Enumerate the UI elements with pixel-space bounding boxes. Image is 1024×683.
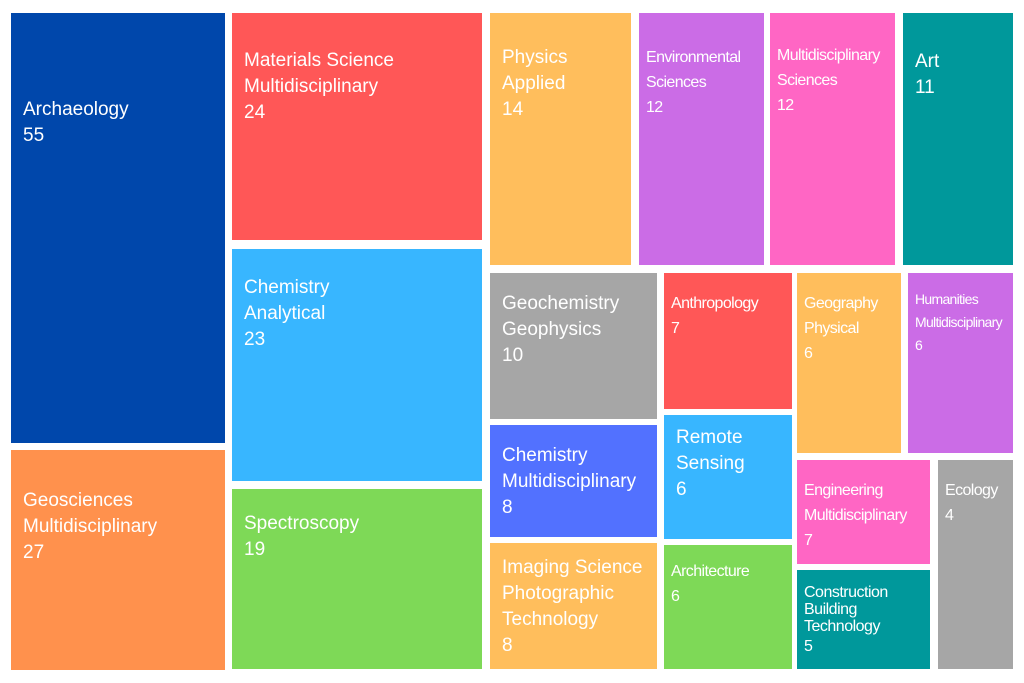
tile-value: 6 xyxy=(915,337,923,353)
tile-category-text: Physical xyxy=(804,320,859,337)
tile-label: Multidisciplinary Sciences 12 xyxy=(777,43,880,118)
tile-category-text: Geophysics xyxy=(502,319,602,340)
tile-label: Environmental Sciences 12 xyxy=(646,45,741,120)
tile-label: Architecture 6 xyxy=(671,559,750,609)
treemap-tile: Spectroscopy 19 xyxy=(232,489,482,669)
treemap-tile: Anthropology 7 xyxy=(664,273,792,409)
tile-label: Anthropology 7 xyxy=(671,291,759,341)
tile-value: 24 xyxy=(244,102,266,123)
tile-category-text: Architecture xyxy=(671,563,750,580)
tile-label: Construction Building Technology 5 xyxy=(804,584,888,655)
treemap-tile: Architecture 6 xyxy=(664,545,792,669)
tile-value: 8 xyxy=(502,635,513,656)
tile-label: Geochemistry Geophysics 10 xyxy=(502,291,619,369)
tile-label: Spectroscopy 19 xyxy=(244,511,359,563)
tile-value: 4 xyxy=(945,507,954,524)
treemap-tile: Materials Science Multidisciplinary 24 xyxy=(232,13,482,240)
tile-category-text: Anthropology xyxy=(671,295,759,312)
tile-category-text: Archaeology xyxy=(23,99,129,120)
treemap-tile: Humanities Multidisciplinary 6 xyxy=(908,273,1013,453)
treemap-tile: Ecology 4 xyxy=(938,460,1013,669)
tile-value: 10 xyxy=(502,345,524,366)
tile-category-text: Sciences xyxy=(646,74,707,91)
tile-category-text: Chemistry xyxy=(502,445,588,466)
tile-category-text: Ecology xyxy=(945,482,998,499)
treemap-tile: Physics Applied 14 xyxy=(490,13,631,265)
tile-value: 12 xyxy=(777,97,794,114)
tile-category-text: Sensing xyxy=(676,453,745,474)
tile-category-text: Analytical xyxy=(244,303,326,324)
tile-label: Imaging Science Photographic Technology 8 xyxy=(502,555,642,659)
tile-label: Geography Physical 6 xyxy=(804,291,878,366)
tile-value: 14 xyxy=(502,99,524,120)
tile-category-text: Chemistry xyxy=(244,277,330,298)
treemap-tile: Imaging Science Photographic Technology 8 xyxy=(490,543,657,669)
tile-label: Chemistry Analytical 23 xyxy=(244,275,330,353)
tile-value: 5 xyxy=(804,638,813,655)
tile-value: 11 xyxy=(915,77,935,98)
tile-category-text: Multidisciplinary xyxy=(23,516,158,537)
tile-category-text: Multidisciplinary xyxy=(244,76,379,97)
tile-category-text: Humanities xyxy=(915,291,979,307)
tile-label: Engineering Multidisciplinary 7 xyxy=(804,478,907,553)
tile-category-text: Photographic xyxy=(502,583,614,604)
tile-value: 27 xyxy=(23,542,45,563)
tile-category-text: Technology xyxy=(804,618,880,635)
treemap-tile: Geosciences Multidisciplinary 27 xyxy=(11,450,225,670)
tile-value: 6 xyxy=(804,345,813,362)
tile-category-text: Multidisciplinary xyxy=(502,471,637,492)
tile-category-text: Environmental xyxy=(646,49,741,66)
treemap-tile: Environmental Sciences 12 xyxy=(639,13,764,265)
tile-category-text: Engineering xyxy=(804,482,883,499)
tile-value: 7 xyxy=(804,532,813,549)
tile-value: 12 xyxy=(646,99,663,116)
tile-category-text: Physics xyxy=(502,47,568,68)
tile-category-text: Sciences xyxy=(777,72,838,89)
tile-label: Chemistry Multidisciplinary 8 xyxy=(502,443,636,521)
tile-value: 8 xyxy=(502,497,513,518)
treemap-tile: Engineering Multidisciplinary 7 xyxy=(797,460,930,564)
tile-value: 6 xyxy=(676,479,687,500)
tile-category-text: Remote xyxy=(676,427,743,448)
tile-value: 19 xyxy=(244,539,266,560)
tile-category-text: Art xyxy=(915,51,940,72)
tile-category-text: Multidisciplinary xyxy=(804,507,907,524)
tile-category-text: Construction xyxy=(804,584,888,601)
tile-label: Physics Applied 14 xyxy=(502,45,567,123)
tile-category-text: Imaging Science xyxy=(502,557,643,578)
tile-value: 7 xyxy=(671,320,680,337)
tile-category-text: Multidisciplinary xyxy=(777,47,880,64)
treemap-tile: Art 11 xyxy=(903,13,1013,265)
tile-value: 6 xyxy=(671,588,680,605)
tile-label: Ecology 4 xyxy=(945,478,998,528)
tile-label: Art 11 xyxy=(915,49,939,101)
treemap-tile: Chemistry Analytical 23 xyxy=(232,249,482,481)
tile-category-text: Multidisciplinary xyxy=(915,314,1003,330)
tile-category-text: Materials Science xyxy=(244,50,394,71)
tile-label: Humanities Multidisciplinary 6 xyxy=(915,288,1003,357)
treemap-tile: Multidisciplinary Sciences 12 xyxy=(770,13,895,265)
tile-label: Geosciences Multidisciplinary 27 xyxy=(23,488,157,566)
tile-label: Archaeology 55 xyxy=(23,97,129,149)
tile-category-text: Geochemistry xyxy=(502,293,620,314)
tile-label: Materials Science Multidisciplinary 24 xyxy=(244,48,394,126)
tile-category-text: Applied xyxy=(502,73,566,94)
treemap-tile: Construction Building Technology 5 xyxy=(797,570,930,669)
tile-value: 23 xyxy=(244,329,266,350)
treemap-tile: Geography Physical 6 xyxy=(797,273,901,453)
treemap-tile: Chemistry Multidisciplinary 8 xyxy=(490,425,657,537)
tile-category-text: Building xyxy=(804,601,857,618)
treemap-tile: Geochemistry Geophysics 10 xyxy=(490,273,657,419)
tile-category-text: Geography xyxy=(804,295,878,312)
treemap-tile: Archaeology 55 xyxy=(11,13,225,443)
treemap-tile: Remote Sensing 6 xyxy=(664,415,792,539)
tile-value: 55 xyxy=(23,125,45,146)
tile-category-text: Technology xyxy=(502,609,599,630)
tile-label: Remote Sensing 6 xyxy=(676,425,745,503)
tile-category-text: Geosciences xyxy=(23,490,133,511)
tile-category-text: Spectroscopy xyxy=(244,513,360,534)
